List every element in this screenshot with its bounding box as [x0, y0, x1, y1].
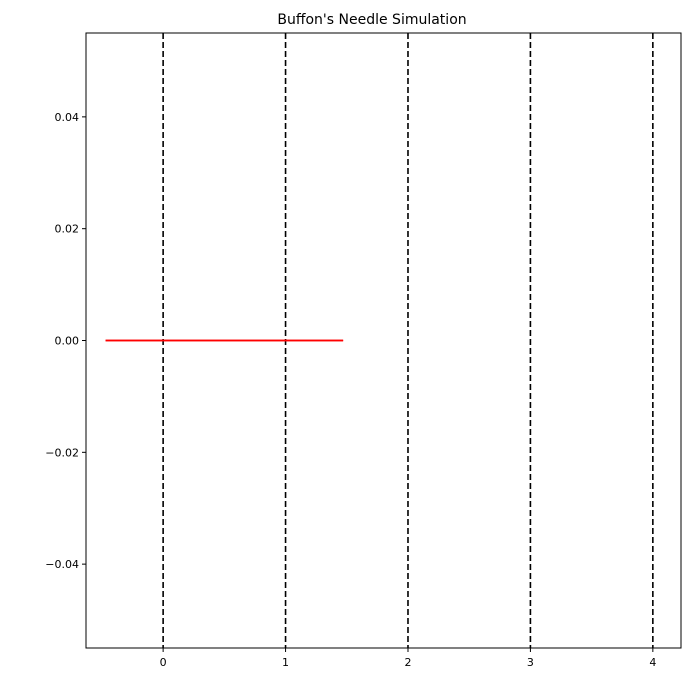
y-tick-label: 0.02 — [55, 223, 80, 236]
y-tick-label: 0.04 — [55, 111, 80, 124]
x-tick-label: 0 — [160, 656, 167, 669]
y-tick-label: −0.04 — [45, 558, 79, 571]
x-tick-label: 4 — [649, 656, 656, 669]
y-tick-label: 0.00 — [55, 335, 80, 348]
x-tick-label: 1 — [282, 656, 289, 669]
x-tick-label: 3 — [527, 656, 534, 669]
y-tick-label: −0.02 — [45, 446, 79, 459]
chart-title: Buffon's Needle Simulation — [277, 12, 466, 28]
x-tick-label: 2 — [404, 656, 411, 669]
